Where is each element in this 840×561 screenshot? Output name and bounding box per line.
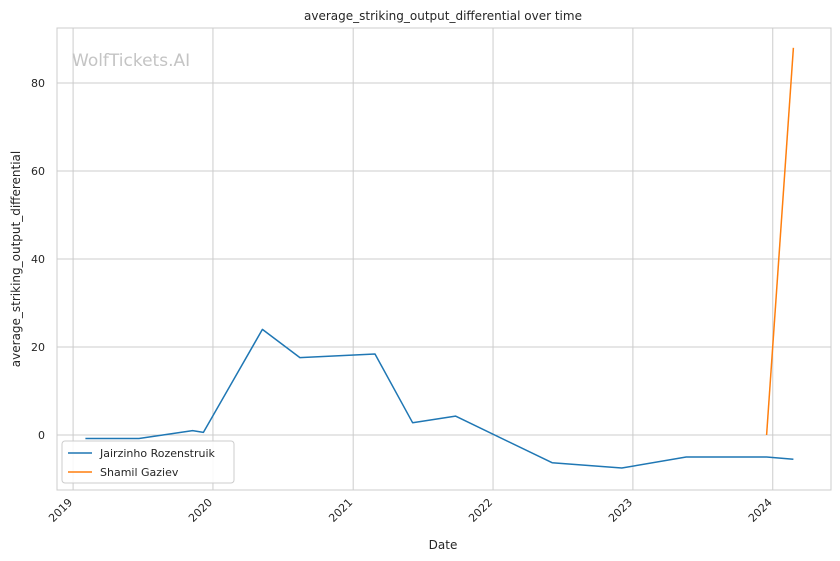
series-layer (85, 47, 795, 469)
plot-frame (56, 27, 832, 491)
y-tick-label: 20 (31, 341, 45, 354)
series-line-1 (765, 47, 795, 436)
y-tick-label: 80 (31, 77, 45, 90)
series-line-0 (85, 328, 794, 469)
legend: Jairzinho Rozenstruik Shamil Gaziev (61, 440, 235, 484)
chart-title: average_striking_output_differential ove… (304, 9, 582, 23)
grid (57, 28, 831, 490)
y-tick-label: 0 (38, 429, 45, 442)
y-tick-label: 60 (31, 165, 45, 178)
x-axis-label: Date (429, 538, 458, 552)
watermark: WolfTickets.AI (72, 51, 190, 71)
y-tick-labels: 0 20 40 60 80 (31, 77, 45, 442)
y-tick-label: 40 (31, 253, 45, 266)
legend-label-1: Shamil Gaziev (100, 466, 179, 479)
y-axis-label: average_striking_output_differential (9, 151, 23, 367)
legend-label-0: Jairzinho Rozenstruik (99, 447, 216, 460)
legend-box (61, 440, 235, 484)
